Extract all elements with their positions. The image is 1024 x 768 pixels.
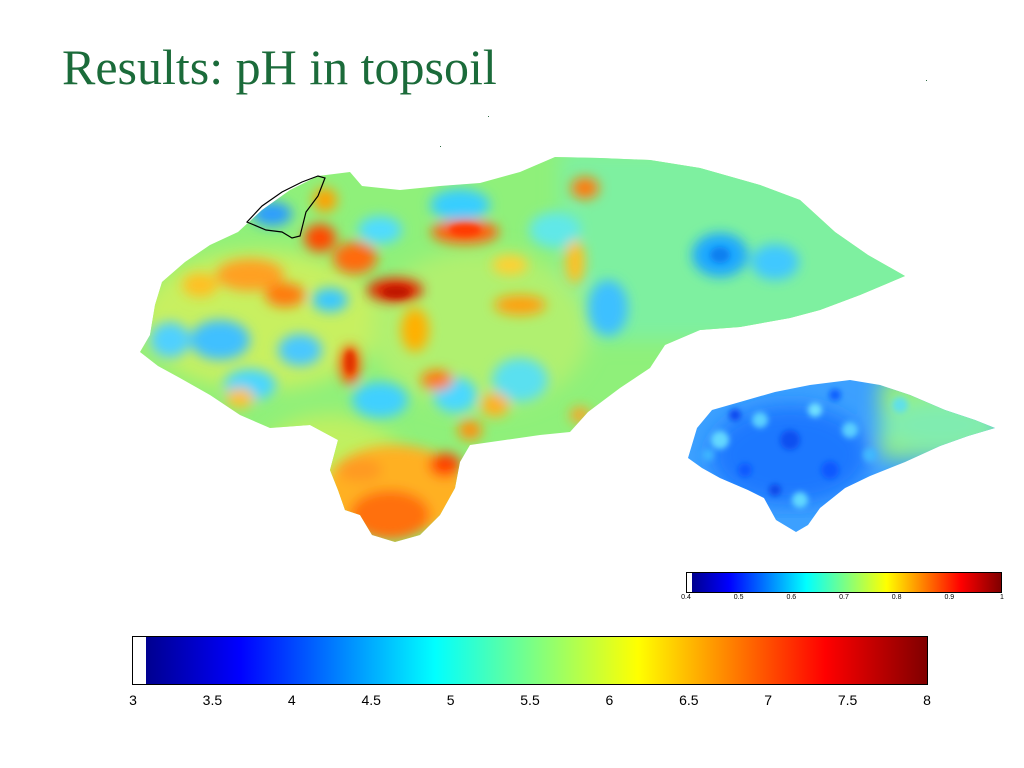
main_colorbar-tick-label: 7 xyxy=(764,692,773,708)
inset-colorbar-gradient xyxy=(692,573,1001,592)
main_colorbar-tick-label: 5.5 xyxy=(520,692,540,708)
main-colorbar xyxy=(132,636,928,685)
outlined-region xyxy=(245,175,326,239)
speck xyxy=(488,116,489,117)
speck xyxy=(926,80,927,81)
main_colorbar-tick-label: 3 xyxy=(129,692,137,708)
inset_colorbar-tick-label: 0.9 xyxy=(944,594,955,601)
inset_colorbar-tick-label: 0.8 xyxy=(891,594,902,601)
main_colorbar-tick-label: 7.5 xyxy=(837,692,858,708)
speck xyxy=(440,146,441,147)
inset_colorbar-tick-label: 0.4 xyxy=(681,594,691,601)
main_colorbar-tick-label: 4 xyxy=(287,692,296,708)
inset_colorbar-tick-label: 0.7 xyxy=(839,594,849,601)
main_colorbar-tick-label: 3.5 xyxy=(202,692,223,708)
slide-title: Results: pH in topsoil xyxy=(62,39,497,95)
inset_colorbar-tick-label: 0.5 xyxy=(733,594,744,601)
inset-map xyxy=(688,380,995,532)
main_colorbar-tick-label: 6.5 xyxy=(679,692,699,708)
inset_colorbar-tick-label: 1 xyxy=(1000,594,1004,601)
main_colorbar-tick-label: 8 xyxy=(923,692,931,708)
main_colorbar-tick-label: 6 xyxy=(605,692,614,708)
main_colorbar-tick-label: 5 xyxy=(446,692,455,708)
inset_colorbar-tick-label: 0.6 xyxy=(786,594,797,601)
main-colorbar-gradient xyxy=(146,637,927,684)
main_colorbar-tick-label: 4.5 xyxy=(361,692,381,708)
inset-colorbar xyxy=(686,572,1002,593)
